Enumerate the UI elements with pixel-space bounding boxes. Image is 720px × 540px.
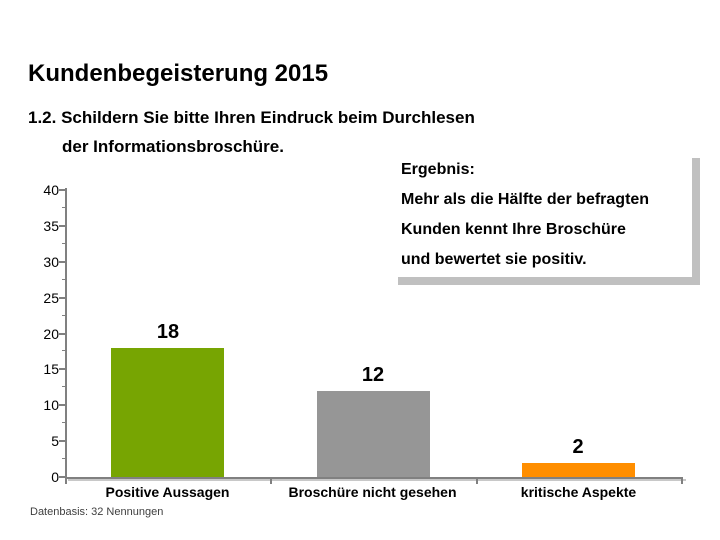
y-axis-label: 5 [51,433,59,450]
x-axis-line [65,477,683,479]
x-axis-shadow [68,479,686,481]
page-title: Kundenbegeisterung 2015 [28,60,329,87]
y-minor-tick [62,242,65,244]
category-label: Positive Aussagen [105,484,230,500]
result-box: Ergebnis: Mehr als die Hälfte der befrag… [390,150,692,277]
result-line: und bewertet sie positiv. [401,251,587,268]
y-major-tick [59,296,65,299]
y-major-tick [59,224,65,227]
bar-value-label: 2 [572,436,584,458]
y-minor-tick [62,386,65,388]
y-major-tick [59,260,65,263]
question-text: 1.2. Schildern Sie bitte Ihren Eindruck … [28,103,475,161]
question-line-2: der Informationsbroschüre. [62,137,284,156]
bar-value-label: 18 [156,321,180,343]
x-tick [475,477,478,484]
bar [111,348,224,477]
y-minor-tick [62,350,65,352]
result-line: Kunden kennt Ihre Broschüre [401,221,626,238]
y-major-tick [59,368,65,371]
category-label: kritische Aspekte [520,484,637,500]
y-minor-tick [62,422,65,424]
y-axis-label: 35 [43,217,59,234]
y-axis-label: 40 [43,182,59,198]
y-major-tick [59,332,65,335]
result-heading: Ergebnis: [401,161,475,178]
x-tick [65,477,67,484]
y-minor-tick [62,278,65,280]
y-minor-tick [62,458,65,460]
y-minor-tick [62,314,65,316]
y-axis-label: 10 [43,397,59,414]
y-major-tick [59,404,65,407]
y-major-tick [59,476,65,478]
y-axis-label: 0 [51,469,59,485]
y-axis-line [65,188,67,477]
data-basis-note: Datenbasis: 32 Nennungen [30,506,164,518]
y-axis-label: 25 [43,289,59,306]
y-axis-label: 15 [43,361,59,378]
y-axis-label: 20 [43,325,59,342]
bar [522,463,635,477]
bar [317,391,430,477]
result-line: Mehr als die Hälfte der befragten [401,191,650,208]
y-axis-label: 30 [43,253,59,270]
y-minor-tick [62,206,65,208]
x-tick [270,477,273,484]
bar-value-label: 12 [361,364,385,386]
y-major-tick [59,440,65,443]
category-label: Broschüre nicht gesehen [288,484,457,500]
question-line-1: 1.2. Schildern Sie bitte Ihren Eindruck … [28,108,475,127]
y-major-tick [59,189,65,191]
x-tick [681,477,683,484]
